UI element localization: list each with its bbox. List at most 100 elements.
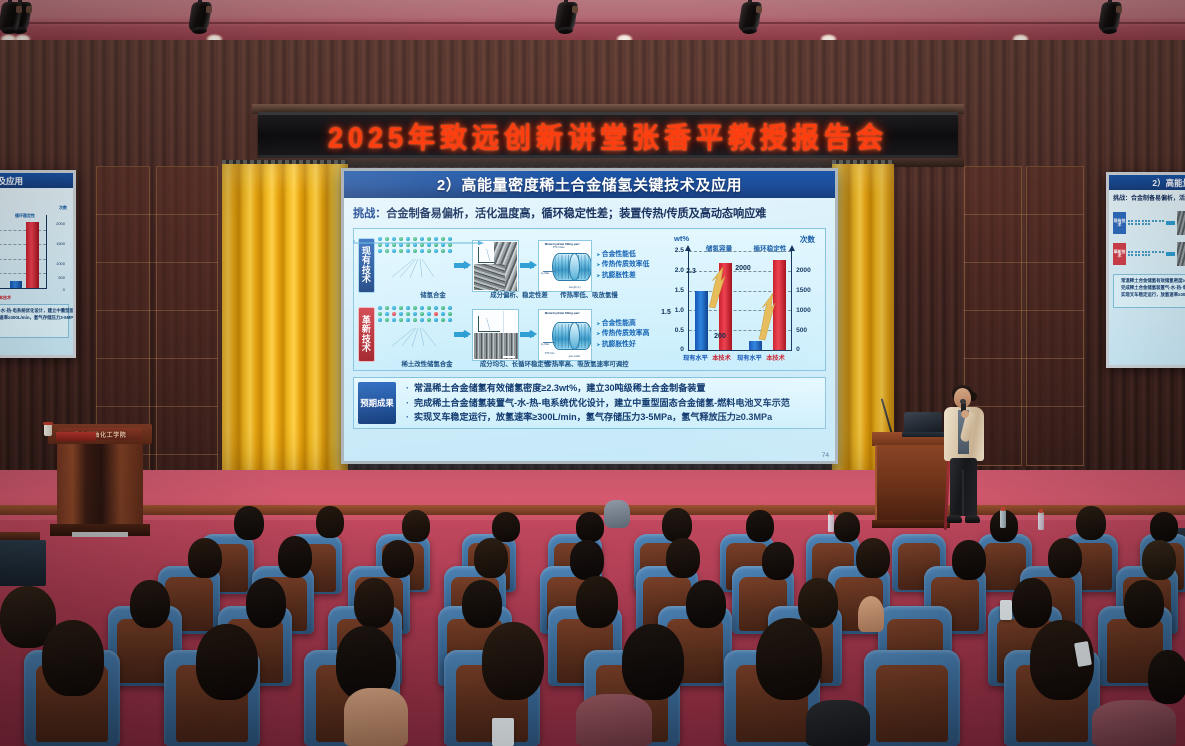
audience-head	[188, 538, 222, 578]
audience-head	[316, 506, 344, 538]
audience-head	[1124, 580, 1164, 628]
audience-head	[354, 578, 394, 628]
flow-arrow-icon	[519, 260, 537, 270]
audience-head	[1150, 512, 1178, 542]
flow-loopback-arrow-icon	[353, 240, 484, 245]
ceiling-downlight-icon	[14, 34, 31, 44]
micrograph-existing	[472, 239, 519, 292]
stage-spotlight-icon	[553, 0, 579, 34]
audience-head	[834, 512, 860, 542]
audience-head	[952, 540, 986, 580]
stage-curtain-left	[222, 164, 348, 509]
ceiling-downlight-icon	[820, 34, 837, 44]
expected-outcome-list: 常温稀土合金储氢有效储氢密度≥2.3wt%，建立30吨级稀土合金制备装置 完成稀…	[400, 378, 825, 428]
stage-spotlight-icon	[737, 0, 763, 34]
bar-stability-existing	[749, 341, 762, 350]
stage-spotlight-icon	[187, 0, 213, 34]
mini-left-challenge: /传质及高动态响应难	[0, 188, 73, 203]
lattice-callout-lines	[391, 327, 437, 347]
outcome-item: 实现叉车稳定运行，放氢速率≥300L/min，氢气存储压力3-5MPa，氢气释放…	[406, 410, 821, 425]
chart-right-axis-label: 次数	[799, 235, 815, 244]
mini-right-title: 2）高能量密	[1152, 177, 1185, 188]
flow-column: 现有技术	[353, 229, 654, 370]
audience-head	[662, 508, 692, 542]
challenge-text: 合金制备易偏析，活化温度高，循环稳定性差；装置传热/传质及高动态响应难	[386, 208, 767, 220]
handheld-microphone	[960, 399, 967, 416]
audience-head-near	[622, 624, 684, 700]
audience-head-near	[1148, 650, 1185, 704]
audience-head-near	[196, 624, 258, 700]
presentation-slide: 2）高能量密度稀土合金储氢关键技术及应用 挑战：合金制备易偏析，活化温度高，循环…	[344, 171, 835, 461]
flow-arrow-icon	[519, 329, 537, 339]
stage-spotlight-icon	[1097, 0, 1123, 34]
stage3-label-existing: 传热率低、吸放氢慢	[560, 292, 618, 299]
audience-arm	[344, 688, 408, 746]
audience-head	[1142, 540, 1176, 580]
audience-head	[382, 540, 414, 578]
stage1-label-existing: 储氢合金	[420, 292, 446, 299]
audience-head	[762, 542, 794, 580]
audience-shoulder	[576, 694, 652, 746]
bar-value-capacity-new: 2.3	[686, 268, 696, 275]
wall-panel	[1026, 166, 1084, 466]
water-bottle	[1038, 509, 1044, 530]
audience-head-near	[336, 626, 396, 700]
projection-screen: 2）高能量密度稀土合金储氢关键技术及应用 挑战：合金制备易偏析，活化温度高，循环…	[341, 168, 838, 464]
ceiling-downlight-icon	[1012, 34, 1029, 44]
mini-left-title: 术及应用	[0, 175, 23, 186]
audience-head	[746, 510, 774, 542]
ceiling-downlight-icon	[206, 34, 223, 44]
audience-head	[1048, 538, 1082, 578]
mini-right-flow: 现有技术 革新技术	[1113, 207, 1185, 271]
side-monitor-left: 术及应用 /传质及高动态响应难 wt% 次数 储氢容量 循环稳定性 2000 1…	[0, 170, 76, 358]
stage2-label-innovative: 成分均匀、长循环稳定性	[479, 361, 551, 368]
seat	[864, 650, 960, 746]
audience-head-seated-front	[604, 500, 630, 528]
phone-screen	[1000, 600, 1012, 620]
stage3-label-innovative: 传热率高、吸放氢速率可调控	[545, 361, 629, 368]
ceiling-downlight-icon	[0, 34, 17, 44]
teacup	[43, 422, 53, 436]
audience-shoulder	[1092, 700, 1176, 746]
stage-spotlight-icon	[0, 0, 23, 34]
audience-head	[402, 510, 430, 542]
lectern-institution-text: 北京石油化工学院	[73, 432, 127, 439]
audience-head	[474, 538, 508, 578]
ceiling-seam	[0, 22, 1185, 24]
audience-head	[666, 538, 700, 578]
side-monitor-left-screen: 术及应用 /传质及高动态响应难 wt% 次数 储氢容量 循环稳定性 2000 1…	[0, 173, 73, 355]
flow-arrow-icon	[453, 260, 472, 270]
audience-head-near	[42, 620, 104, 696]
xcat-new-2: 本技术	[766, 355, 785, 362]
alloy-lattice-diagram-modified	[377, 305, 452, 364]
hydrogen-tank-innovative: Metal hydride filling part H₂ filter gas…	[537, 308, 593, 361]
audience-head	[1012, 578, 1052, 628]
curtain-rail	[832, 160, 894, 167]
presenter-laptop	[902, 412, 944, 438]
slide-title-bar: 2）高能量密度稀土合金储氢关键技术及应用	[344, 171, 835, 198]
hydrogen-tank-existing: Metal hydride filling part H₂ filter Len…	[537, 239, 593, 292]
flow-arrow-icon	[453, 329, 472, 339]
chart-plot-area: 2.5 2.0 1.5 1.0 0.5 0 2000 1500 1000 500…	[674, 245, 811, 353]
mini-right-outcome: 常温稀土合金储氢有效储氢密度≥2.3wt%，建立30吨级稀土合金制备装置 完成稀…	[1113, 274, 1185, 308]
xcat-existing-1: 现有水平	[683, 355, 708, 362]
trend-arrow-icon	[708, 267, 726, 309]
audience-head	[130, 580, 170, 628]
bar-stability-new	[773, 259, 786, 350]
outcome-item: 常温稀土合金储氢有效储氢密度≥2.3wt%，建立30吨级稀土合金制备装置	[406, 381, 821, 396]
audience-head	[576, 576, 618, 628]
micrograph-innovative	[472, 308, 519, 361]
bullets-existing: 合金性能低 传热传质效率低 抗膨胀性差	[592, 250, 654, 282]
audience-head	[856, 538, 890, 578]
ceiling-downlight-icon	[616, 34, 633, 44]
audience-head	[278, 536, 312, 578]
badge-existing-technology: 现有技术	[358, 238, 375, 293]
curtain-rail	[222, 160, 348, 167]
banner-frame-bottom	[252, 158, 964, 167]
lattice-callout-lines	[391, 258, 435, 278]
raised-hand	[858, 596, 884, 632]
side-monitor-right: 2）高能量密 挑战：合金制备易偏析，活化 现有技术 革新技术	[1106, 172, 1185, 368]
chart-group-label-capacity: 储氢容量	[705, 246, 733, 253]
led-banner: 2025年致远创新讲堂张香平教授报告会	[258, 112, 958, 158]
audience-head	[492, 512, 520, 542]
